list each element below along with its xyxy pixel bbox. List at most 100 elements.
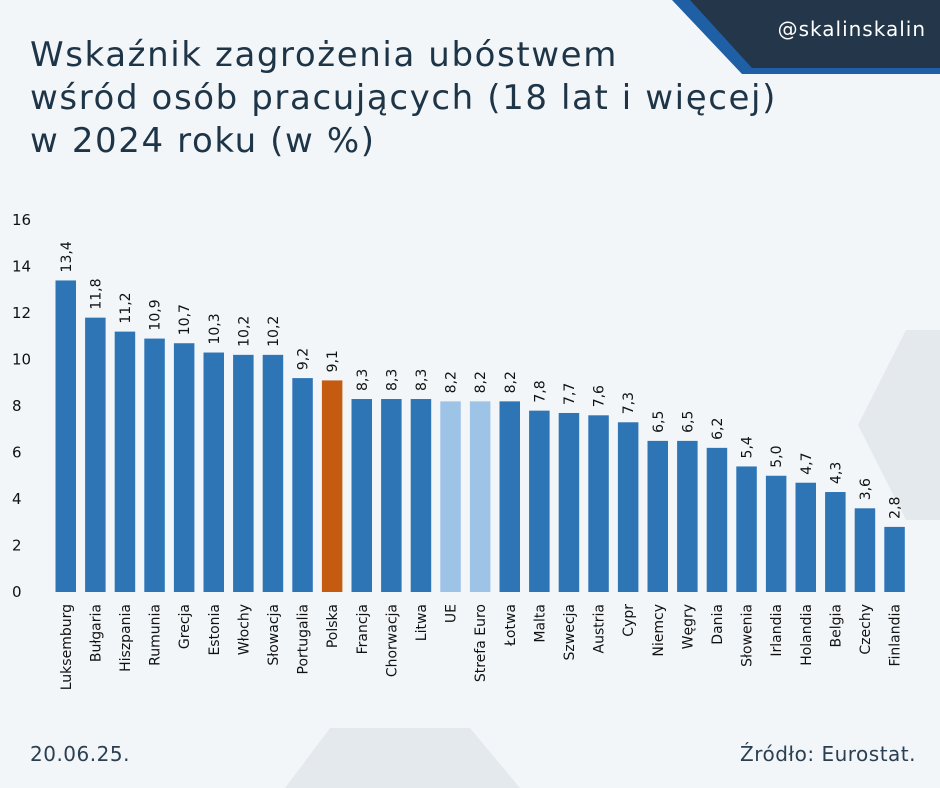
- category-label: Węgry: [680, 604, 696, 649]
- category-label: Austria: [592, 604, 608, 653]
- value-label: 7,8: [532, 380, 548, 402]
- bar-szwecja: [558, 412, 580, 592]
- category-label: Cypr: [621, 604, 637, 637]
- value-label: 6,2: [710, 418, 726, 440]
- category-label: Szwecja: [562, 604, 578, 660]
- category-label: Polska: [325, 604, 341, 648]
- value-label: 6,5: [651, 411, 667, 433]
- value-labels: 13,4 11,8 11,2 10,9 10,7 10,3 10,2 10,2 9,2 9,1 8,…: [59, 241, 904, 519]
- value-label: 8,3: [355, 369, 371, 391]
- category-label: Hiszpania: [118, 604, 134, 672]
- value-label: 8,2: [473, 371, 489, 393]
- bars: [55, 280, 905, 592]
- y-tick-label: 2: [12, 537, 22, 555]
- category-label: Rumunia: [148, 604, 164, 666]
- category-label: Belgia: [828, 604, 844, 647]
- bar-litwa: [410, 399, 432, 592]
- bar-włochy: [233, 354, 254, 592]
- value-label: 10,9: [148, 299, 164, 330]
- value-label: 10,7: [177, 304, 193, 335]
- bar-dania: [706, 447, 728, 592]
- y-tick-label: 6: [12, 444, 22, 462]
- y-tick-label: 4: [12, 490, 22, 508]
- bar-słowacja: [262, 354, 284, 592]
- bar-irlandia: [765, 475, 787, 592]
- bar-polska: [321, 380, 343, 592]
- category-label: Finlandia: [888, 604, 904, 667]
- value-label: 6,5: [680, 411, 696, 433]
- y-tick-label: 14: [12, 258, 31, 276]
- bar-słowenia: [736, 466, 757, 592]
- category-label: Holandia: [799, 604, 815, 666]
- bar-austria: [588, 415, 609, 592]
- category-label: Francja: [355, 604, 371, 654]
- value-label: 13,4: [59, 241, 75, 272]
- value-label: 8,3: [414, 369, 430, 391]
- value-label: 4,7: [799, 452, 815, 474]
- y-tick-label: 8: [12, 397, 22, 415]
- publication-date: 20.06.25.: [30, 742, 130, 766]
- source-note: Źródło: Eurostat.: [740, 742, 916, 766]
- category-label: Niemcy: [651, 604, 667, 657]
- value-label: 2,8: [888, 497, 904, 519]
- bar-finlandia: [884, 526, 905, 592]
- bar-estonia: [203, 352, 224, 592]
- bar-niemcy: [647, 440, 668, 592]
- author-handle: @skalinskalin: [777, 17, 926, 41]
- bar-strefa-euro: [469, 401, 491, 592]
- value-label: 10,2: [266, 316, 282, 347]
- bar-bułgaria: [85, 317, 106, 592]
- bar-belgia: [825, 492, 846, 592]
- y-tick-label: 0: [12, 583, 22, 601]
- bar-czechy: [854, 508, 876, 592]
- y-tick-label: 16: [12, 211, 31, 229]
- y-axis: 0 2 4 6 8 10 12 14 16: [12, 211, 31, 601]
- category-label: Malta: [532, 604, 548, 643]
- value-label: 8,2: [503, 371, 519, 393]
- value-label: 9,2: [296, 348, 312, 370]
- bar-węgry: [677, 440, 698, 592]
- category-label: Włochy: [236, 604, 252, 655]
- y-tick-label: 12: [12, 304, 31, 322]
- bar-ue: [440, 401, 461, 592]
- category-label: Słowacja: [266, 604, 282, 666]
- category-label: Bułgaria: [88, 604, 104, 662]
- value-label: 5,0: [769, 445, 785, 467]
- bar-holandia: [795, 482, 816, 592]
- category-label: Luksemburg: [59, 604, 75, 690]
- value-label: 8,2: [444, 371, 460, 393]
- bar-francja: [351, 399, 372, 592]
- value-label: 10,2: [236, 316, 252, 347]
- bar-portugalia: [292, 378, 313, 592]
- category-label: Estonia: [207, 604, 223, 656]
- category-label: Litwa: [414, 604, 430, 641]
- category-label: Dania: [710, 604, 726, 645]
- category-label: Strefa Euro: [473, 604, 489, 682]
- bar-cypr: [617, 422, 639, 592]
- category-label: Irlandia: [769, 604, 785, 657]
- category-labels: Luksemburg Bułgaria Hiszpania Rumunia Grecja…: [59, 604, 904, 690]
- value-label: 7,7: [562, 383, 578, 405]
- value-label: 7,3: [621, 392, 637, 414]
- category-label: Chorwacja: [384, 604, 400, 677]
- category-label: Portugalia: [296, 604, 312, 674]
- bar-rumunia: [144, 338, 165, 592]
- banner-dark-shape: [690, 0, 940, 68]
- decorative-hexagon-bottom: [285, 728, 520, 788]
- value-label: 4,3: [828, 462, 844, 484]
- value-label: 8,3: [384, 369, 400, 391]
- bar-grecja: [173, 343, 195, 592]
- category-label: Czechy: [858, 604, 874, 655]
- value-label: 5,4: [740, 436, 756, 458]
- y-tick-label: 10: [12, 351, 31, 369]
- bar-malta: [529, 410, 550, 592]
- bar-łotwa: [499, 401, 520, 592]
- category-label: Grecja: [177, 604, 193, 649]
- value-label: 11,2: [118, 292, 134, 323]
- category-label: Słowenia: [740, 604, 756, 667]
- value-label: 7,6: [592, 385, 608, 407]
- value-label: 10,3: [207, 313, 223, 344]
- value-label: 3,6: [858, 478, 874, 500]
